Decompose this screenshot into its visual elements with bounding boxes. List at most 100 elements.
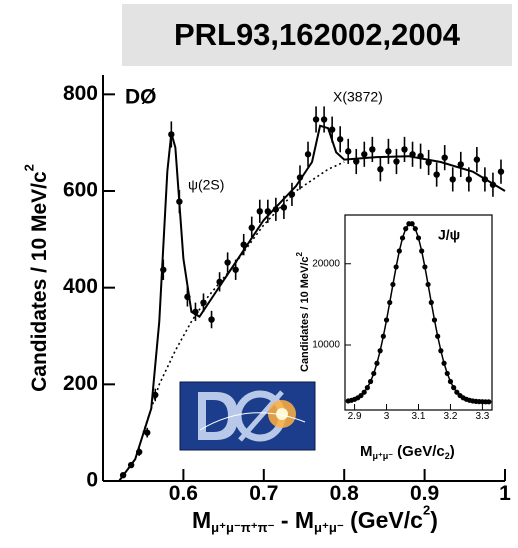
annotation: ψ(2S) xyxy=(188,177,224,193)
data-point xyxy=(361,389,367,395)
data-point xyxy=(367,378,374,385)
label-part: ) xyxy=(430,507,438,533)
x-tick-label: 3 xyxy=(384,411,390,422)
data-point xyxy=(409,151,416,158)
data-point xyxy=(377,166,384,173)
data-point xyxy=(451,385,457,391)
data-point xyxy=(232,266,239,273)
data-point xyxy=(481,176,489,183)
data-point xyxy=(393,264,399,270)
data-point xyxy=(240,241,247,248)
data-point xyxy=(272,206,280,213)
data-point xyxy=(345,148,352,155)
x-axis-label: Mμ⁺μ⁻ (GeV/c2) xyxy=(360,443,455,461)
x-tick-label: 3.2 xyxy=(444,411,458,422)
data-point xyxy=(393,158,400,165)
data-point xyxy=(383,317,390,323)
data-point xyxy=(119,472,127,479)
data-point xyxy=(135,448,143,456)
data-point xyxy=(371,370,377,377)
x-tick-label: 3.1 xyxy=(412,411,426,422)
data-point xyxy=(438,348,444,354)
label-part: 2 xyxy=(445,451,450,461)
data-point xyxy=(328,126,336,133)
label-part: μ⁺μ⁻π⁺π⁻ xyxy=(211,521,274,536)
data-point xyxy=(364,385,370,391)
label-part: 2 xyxy=(22,164,37,171)
data-point xyxy=(248,224,255,231)
data-point xyxy=(473,156,481,163)
data-point xyxy=(431,317,438,323)
data-point xyxy=(419,248,425,254)
data-point xyxy=(433,171,440,178)
y-tick-label: 600 xyxy=(63,179,98,202)
data-point xyxy=(336,136,344,143)
data-point xyxy=(256,208,263,215)
data-point xyxy=(152,391,159,399)
data-point xyxy=(454,389,460,395)
x-tick-label: 0.7 xyxy=(249,482,278,505)
data-point xyxy=(304,151,312,158)
title-banner xyxy=(122,4,512,66)
label-part: ) xyxy=(450,443,455,460)
data-point xyxy=(401,146,408,153)
data-point xyxy=(377,348,383,354)
data-point xyxy=(428,299,434,306)
data-point xyxy=(425,159,432,166)
y-tick-label: 0 xyxy=(86,469,98,492)
x-tick-label: 3.3 xyxy=(475,411,489,422)
data-point xyxy=(457,161,464,168)
data-point xyxy=(160,266,167,273)
inset-frame xyxy=(344,214,493,411)
data-point xyxy=(409,221,415,227)
data-point xyxy=(168,131,175,138)
y-tick-label: 10000 xyxy=(312,340,340,351)
data-point xyxy=(369,146,376,153)
data-point xyxy=(288,191,296,198)
data-point xyxy=(192,308,199,316)
y-axis-label: Candidates / 10 MeV/c2 xyxy=(22,164,51,392)
data-point xyxy=(353,158,360,165)
data-point xyxy=(200,299,207,306)
x-tick-label: 2.9 xyxy=(348,411,362,422)
y-tick-label: 200 xyxy=(63,372,98,395)
label-part: 2 xyxy=(423,503,430,518)
label-part: (GeV/c xyxy=(344,507,423,533)
x-axis-label: Mμ⁺μ⁻π⁺π⁻ - Mμ⁺μ⁻ (GeV/c2) xyxy=(192,503,438,536)
data-point xyxy=(358,392,364,399)
annotation: X(3872) xyxy=(333,89,383,105)
x-tick-label: 0.6 xyxy=(169,482,198,505)
data-point xyxy=(385,148,392,155)
data-point xyxy=(403,226,409,232)
data-point xyxy=(361,151,368,158)
data-point xyxy=(497,168,505,175)
y-tick-label: 20000 xyxy=(312,258,340,269)
data-point xyxy=(449,176,456,183)
data-point xyxy=(412,226,418,232)
chart-title: PRL93,162002,2004 xyxy=(174,17,461,52)
data-point xyxy=(489,181,497,188)
label-part: M xyxy=(360,443,373,460)
y-axis-label: Candidates / 10 MeV/c2 xyxy=(295,251,311,372)
data-point xyxy=(425,281,431,288)
data-point xyxy=(435,333,441,339)
label-part: μ⁺μ⁻ xyxy=(373,451,394,461)
data-point xyxy=(127,461,135,469)
data-point xyxy=(224,259,231,266)
data-point xyxy=(296,174,304,181)
data-point xyxy=(380,333,386,339)
data-point xyxy=(444,370,450,377)
data-point xyxy=(422,264,428,270)
label-part: μ⁺μ⁻ xyxy=(314,521,344,536)
data-point xyxy=(144,429,151,436)
data-point xyxy=(264,208,272,215)
data-point xyxy=(374,360,380,366)
data-point xyxy=(441,360,447,366)
y-tick-label: 800 xyxy=(63,82,98,105)
logo xyxy=(179,381,316,451)
x-tick-label: 1 xyxy=(499,482,511,505)
label-part: M xyxy=(192,507,211,533)
data-point xyxy=(396,248,402,254)
label-part: (GeV/c xyxy=(393,443,445,460)
